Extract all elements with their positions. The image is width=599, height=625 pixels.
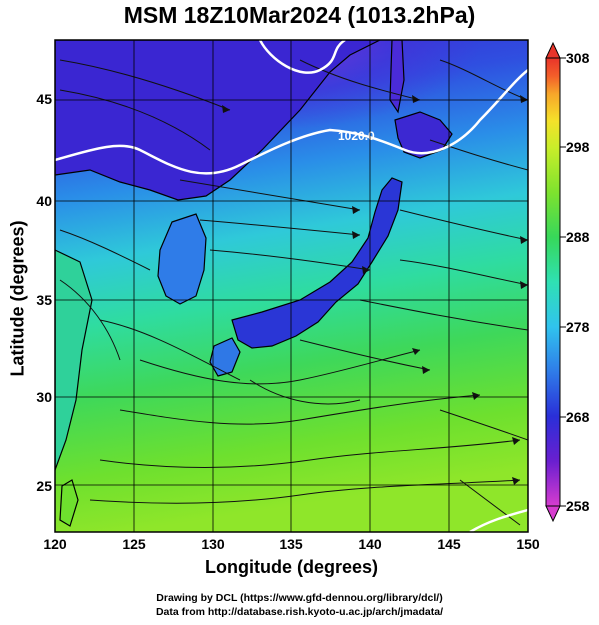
x-tick: 135 (279, 536, 303, 552)
plot-frame (54, 39, 529, 533)
stream-arrowheads (222, 95, 528, 485)
credit-data: Data from http://database.rish.kyoto-u.a… (155, 606, 444, 618)
x-axis-label: Longitude (degrees) (204, 557, 378, 577)
japan-kyushu (209, 337, 241, 377)
y-tick: 25 (36, 478, 52, 494)
y-tick: 40 (36, 193, 52, 209)
streamlines (59, 59, 528, 526)
lat-lon-grid (55, 40, 528, 532)
colorbar-tick: 308 (566, 50, 590, 66)
china-coast (55, 249, 93, 471)
japan-honshu (231, 177, 403, 349)
x-tick: 150 (516, 536, 540, 552)
temperature-field: 1020.0 (55, 40, 528, 532)
x-tick: 130 (201, 536, 225, 552)
x-tick: 145 (437, 536, 461, 552)
sakhalin (389, 40, 405, 114)
x-tick: 140 (358, 536, 382, 552)
credit-drawing: Drawing by DCL (https://www.gfd-dennou.o… (156, 592, 443, 604)
y-tick: 35 (36, 292, 52, 308)
y-tick: 45 (36, 91, 52, 107)
colorbar-tick: 268 (566, 409, 590, 425)
colorbar-min-arrow (545, 505, 561, 523)
colorbar-tick: 278 (566, 319, 590, 335)
mainland-coast (55, 40, 381, 201)
colorbar-tick: 258 (566, 498, 590, 514)
pressure-contour-se (469, 508, 528, 532)
colorbar-max-arrow (545, 41, 561, 59)
colorbar (545, 41, 566, 523)
y-tick: 30 (36, 389, 52, 405)
colorbar-tick: 298 (566, 139, 590, 155)
x-tick: 125 (122, 536, 146, 552)
contour-label: 1020.0 (338, 129, 375, 143)
taiwan (59, 479, 79, 527)
colorbar-tick: 288 (566, 229, 590, 245)
x-tick: 120 (43, 536, 67, 552)
pressure-contour-north (258, 40, 346, 74)
map-title: MSM 18Z10Mar2024 (1013.2hPa) (123, 2, 476, 28)
pressure-contour-1020 (55, 69, 528, 175)
